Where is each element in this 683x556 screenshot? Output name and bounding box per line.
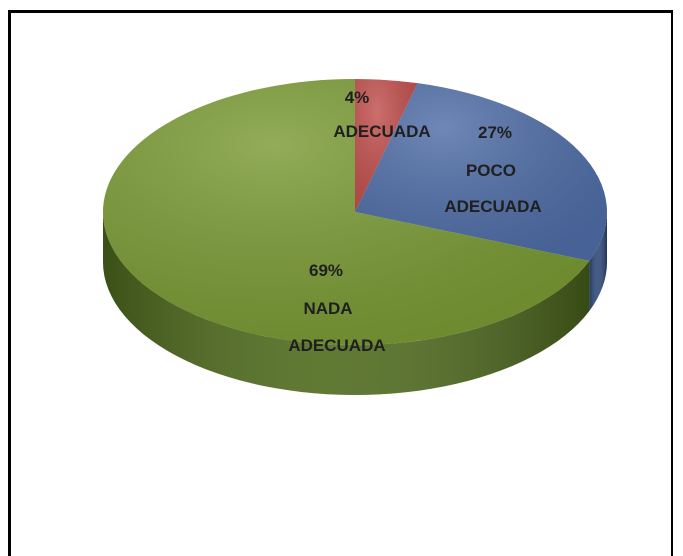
label-nada-percent: 69% [309,261,343,280]
label-poco-line1: POCO [466,161,516,180]
pie-tops [102,78,607,346]
label-poco-percent: 27% [478,123,512,142]
label-nada-line1: NADA [303,299,352,318]
pie-slice-shade-2 [102,78,590,346]
pie-labels: 4% ADECUADA 27% POCO ADECUADA 69% NADA A… [288,88,541,355]
label-nada-line2: ADECUADA [288,336,385,355]
label-poco-line2: ADECUADA [444,197,541,216]
pie-slice-shade-1 [355,83,607,261]
pie-side-shade-2 [103,212,590,395]
pie-sides [103,212,607,395]
pie-side-shade-1 [589,212,607,311]
label-adecuada-percent: 4% [345,88,370,107]
label-adecuada-name: ADECUADA [333,122,430,141]
pie-slice-shade-0 [355,79,418,212]
